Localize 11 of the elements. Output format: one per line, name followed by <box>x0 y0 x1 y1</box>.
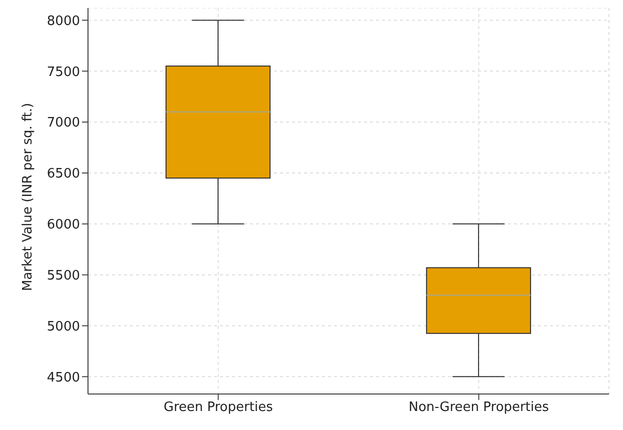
x-tick-label: Non-Green Properties <box>408 400 550 416</box>
y-tick-label: 6000 <box>46 218 80 233</box>
y-tick-label: 8000 <box>46 14 80 29</box>
y-tick-label: 5000 <box>46 319 80 334</box>
x-tick-label: Green Properties <box>164 400 274 416</box>
y-axis-title: Market Value (INR per sq. ft.) <box>20 102 36 291</box>
y-tick-label: 7000 <box>46 116 80 131</box>
y-tick-label: 6500 <box>46 166 80 182</box>
y-tick-label: 5500 <box>46 268 80 284</box>
y-tick-label: 4500 <box>46 370 80 386</box>
y-tick-label: 7500 <box>46 64 80 80</box>
